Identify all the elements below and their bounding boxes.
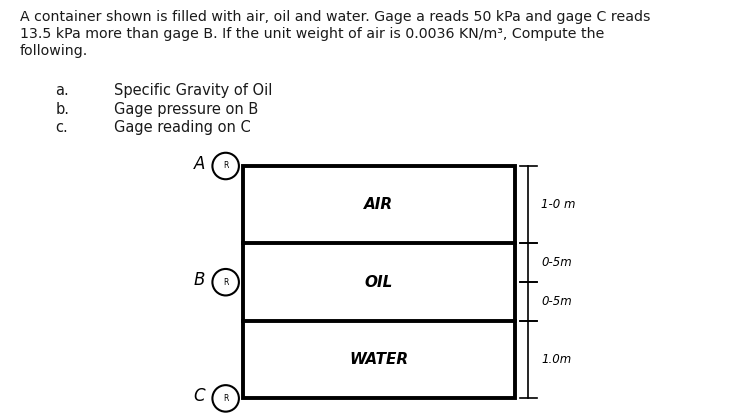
Bar — [243, 166, 515, 398]
Text: R: R — [223, 161, 228, 171]
Text: WATER: WATER — [350, 352, 408, 367]
Text: A container shown is filled with air, oil and water. Gage a reads 50 kPa and gag: A container shown is filled with air, oi… — [20, 10, 651, 24]
Text: AIR: AIR — [364, 197, 394, 212]
Text: B: B — [194, 271, 205, 289]
Text: A: A — [194, 155, 205, 173]
Ellipse shape — [213, 269, 239, 295]
Text: C: C — [194, 388, 205, 405]
Text: following.: following. — [20, 44, 88, 58]
Text: c.: c. — [55, 120, 68, 135]
Ellipse shape — [213, 385, 239, 412]
Text: Gage reading on C: Gage reading on C — [114, 120, 251, 135]
Text: 1-0 m: 1-0 m — [541, 198, 576, 211]
Text: Specific Gravity of Oil: Specific Gravity of Oil — [114, 83, 272, 98]
Text: R: R — [223, 394, 228, 403]
Text: 0-5m: 0-5m — [541, 295, 572, 308]
Text: 13.5 kPa more than gage B. If the unit weight of air is 0.0036 KN/m³, Compute th: 13.5 kPa more than gage B. If the unit w… — [20, 27, 604, 41]
Ellipse shape — [213, 153, 239, 179]
Text: a.: a. — [55, 83, 69, 98]
Text: b.: b. — [55, 102, 69, 117]
Text: R: R — [223, 278, 228, 287]
Text: Gage pressure on B: Gage pressure on B — [114, 102, 258, 117]
Text: 0-5m: 0-5m — [541, 256, 572, 269]
Text: 1.0m: 1.0m — [541, 353, 571, 366]
Text: OIL: OIL — [365, 275, 393, 290]
